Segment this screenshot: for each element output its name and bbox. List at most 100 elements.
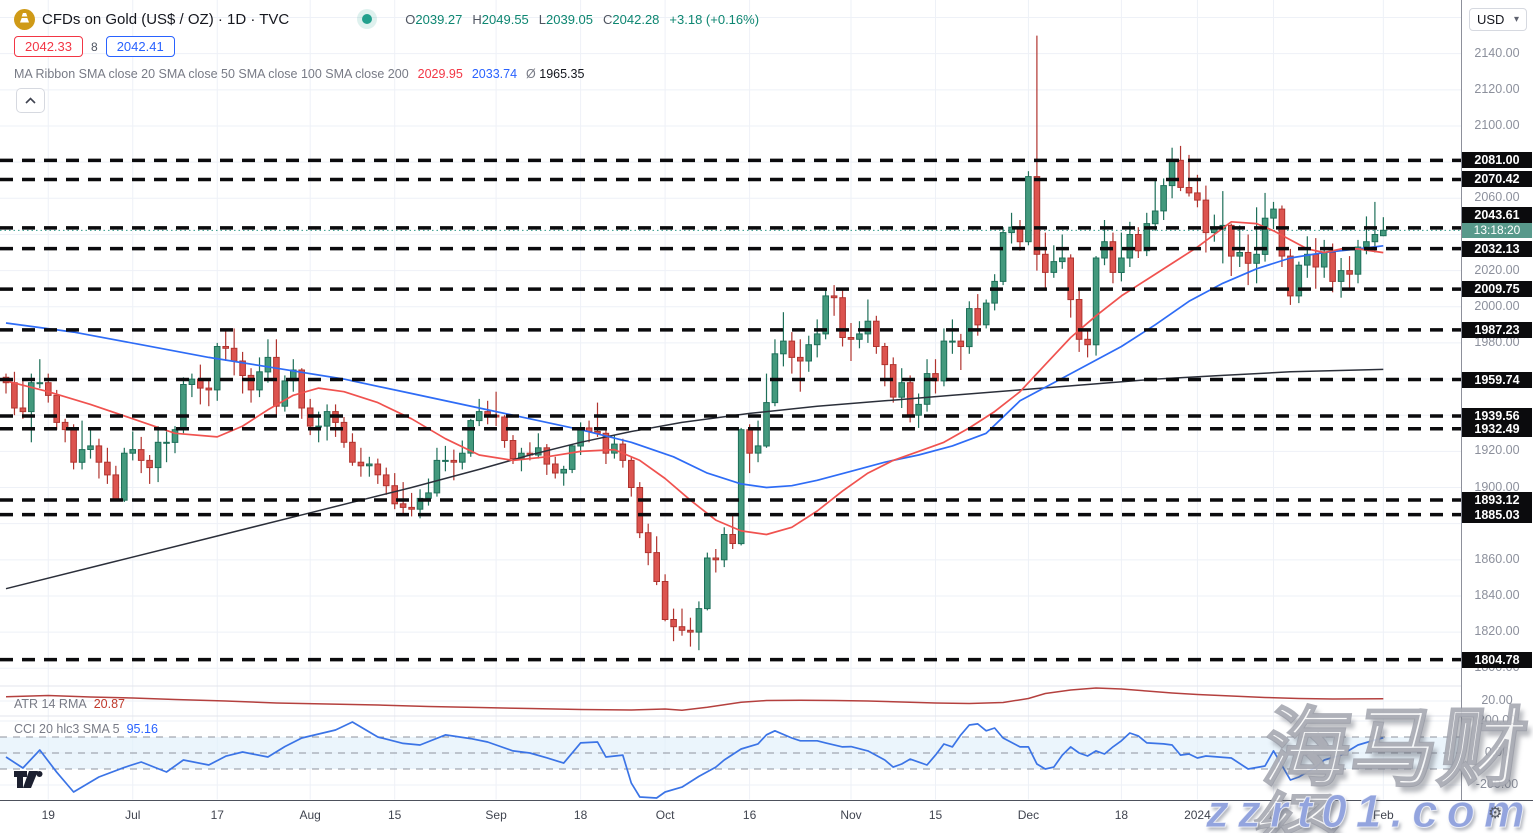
price-level-label: 2032.13	[1462, 240, 1532, 257]
candle-body	[923, 373, 931, 405]
time-tick-label: 15	[1266, 808, 1281, 822]
candle-body	[205, 387, 213, 391]
time-tick-label: Aug	[299, 808, 321, 822]
candle-body	[1304, 253, 1311, 266]
candle-body	[1244, 252, 1252, 264]
candle-body	[847, 337, 855, 340]
candle-body	[1287, 255, 1294, 297]
candle-body	[1042, 253, 1049, 273]
open-value: 2039.27	[415, 11, 463, 27]
candle-body	[399, 503, 407, 508]
high-value: 2049.55	[481, 11, 529, 27]
chevron-down-icon: ▾	[1513, 14, 1519, 25]
candle-body	[408, 506, 415, 510]
ma-ribbon-legend[interactable]: MA Ribbon SMA close 20 SMA close 50 SMA …	[14, 67, 584, 81]
candle-body	[873, 320, 880, 348]
time-tick-label: Nov	[840, 808, 862, 822]
price-level-label: 1885.03	[1462, 506, 1532, 523]
candle-body	[1143, 223, 1151, 252]
candle-body	[560, 468, 568, 474]
currency-selector[interactable]: USD ▾	[1469, 8, 1527, 31]
candle-body	[357, 461, 365, 467]
candle-body	[171, 429, 179, 443]
cci-title: CCI 20 hlc3 SMA 5	[14, 722, 120, 736]
candle-body	[391, 485, 398, 505]
candle-body	[61, 421, 69, 431]
candle-body	[974, 308, 982, 326]
price-tick-label: 1840.00	[1474, 587, 1520, 602]
candle-body	[247, 374, 255, 391]
candle-body	[678, 626, 686, 631]
price-tick-label: 2120.00	[1474, 81, 1520, 96]
bid-ask-row: 2042.33 8 2042.41	[14, 36, 175, 57]
candle-body	[366, 463, 373, 467]
price-level-label: 1939.56	[1462, 408, 1532, 424]
symbol-title[interactable]: CFDs on Gold (US$ / OZ) · 1D · TVC	[42, 10, 290, 28]
candle-body	[1118, 257, 1125, 273]
sma-average-value: 1965.35	[539, 67, 585, 81]
candle-body	[163, 441, 170, 444]
candle-body	[1337, 270, 1345, 282]
candle-body	[256, 371, 263, 391]
candle-body	[999, 232, 1007, 282]
candle-body	[1025, 176, 1032, 243]
candle-body	[1126, 234, 1134, 259]
average-sign: Ø	[526, 67, 536, 81]
axis-settings-gear-icon[interactable]: ⚙	[1488, 805, 1503, 822]
candle-body	[281, 380, 289, 407]
cci-legend[interactable]: CCI 20 hlc3 SMA 5 95.16	[14, 722, 158, 736]
candle-body	[1075, 299, 1083, 340]
candle-body	[797, 356, 804, 362]
market-status-icon[interactable]	[362, 14, 373, 24]
atr-legend[interactable]: ATR 14 RMA 20.87	[14, 697, 125, 711]
candle-body	[1109, 241, 1117, 273]
candle-body	[915, 403, 922, 416]
gold-symbol-icon	[14, 8, 35, 30]
time-tick-label: 15	[388, 808, 402, 822]
candle-body	[1084, 338, 1091, 346]
tradingview-logo-icon	[14, 771, 43, 788]
candle-body	[1202, 199, 1210, 234]
price-tick-label: 2060.00	[1474, 190, 1520, 205]
price-tick-label: 2000.00	[1474, 298, 1520, 313]
candle-body	[1160, 185, 1167, 212]
time-axis[interactable]	[0, 800, 1533, 833]
candle-body	[213, 346, 221, 391]
price-level-label: 1987.23	[1462, 321, 1532, 338]
high-label: H	[472, 11, 482, 27]
price-tick-label: 1980.00	[1474, 334, 1520, 349]
time-tick-label: 16	[742, 808, 757, 822]
candle-body	[653, 552, 661, 582]
candle-body	[129, 449, 136, 454]
cci-tick-label: -200.00	[1475, 777, 1519, 791]
tradingview-logo[interactable]	[14, 771, 46, 794]
candle-body	[729, 534, 737, 544]
cci-value: 95.16	[126, 722, 158, 736]
candle-body	[898, 382, 906, 398]
candle-body	[1050, 261, 1058, 273]
atr-line	[5, 687, 1384, 712]
sell-button[interactable]: 2042.33	[14, 36, 83, 57]
candle-body	[298, 369, 305, 409]
buy-button[interactable]: 2042.41	[105, 36, 175, 57]
candle-body	[433, 459, 441, 494]
candle-body	[1008, 226, 1015, 234]
candle-body	[374, 463, 382, 476]
price-level-label: 1959.74	[1462, 371, 1532, 388]
low-value: 2039.05	[546, 11, 594, 27]
candle-body	[704, 557, 711, 610]
candle-body	[949, 340, 956, 343]
time-tick-label: Jul	[125, 808, 141, 822]
price-tick-label: 1860.00	[1474, 551, 1520, 566]
cci-tick-label: 0.00	[1484, 745, 1510, 759]
cci-line	[5, 721, 1384, 799]
sma50-line	[5, 244, 1384, 489]
candle-body	[273, 356, 280, 407]
candle-body	[1270, 208, 1277, 219]
candle-body	[805, 344, 813, 362]
collapse-legend-button[interactable]	[16, 88, 45, 113]
candle-body	[19, 407, 27, 413]
time-tick-label: 2024	[1184, 808, 1211, 822]
